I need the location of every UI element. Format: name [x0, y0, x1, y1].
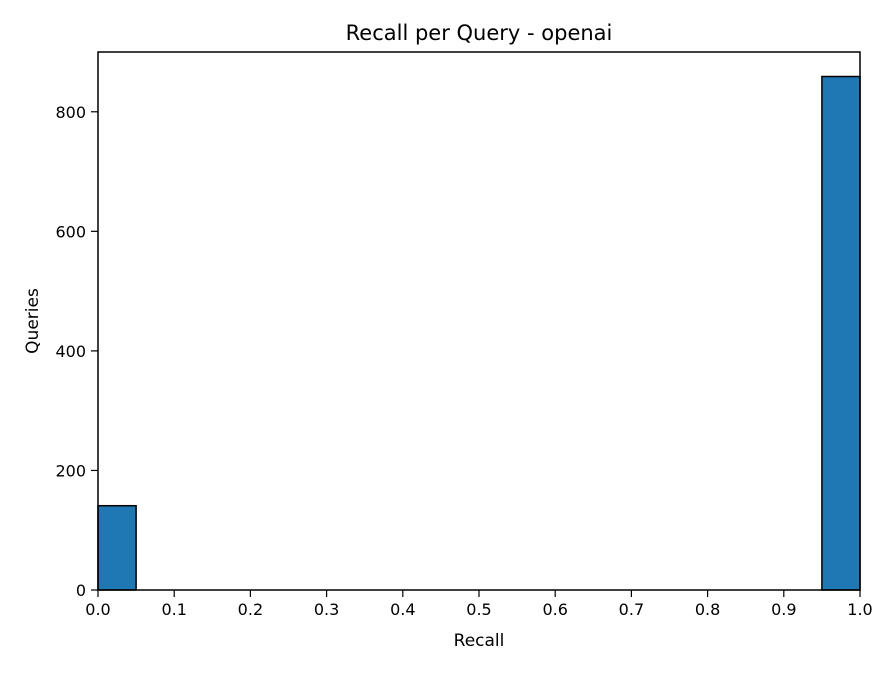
- x-tick-label: 0.4: [390, 600, 415, 619]
- bars-group: [97, 75, 861, 591]
- y-axis-ticks: 0 200 400 600 800: [55, 103, 98, 600]
- x-tick-label: 0.1: [161, 600, 186, 619]
- x-tick-label: 1.0: [847, 600, 872, 619]
- x-tick-label: 0.0: [85, 600, 110, 619]
- x-tick-label: 0.5: [466, 600, 491, 619]
- histogram-bar-19: [821, 75, 861, 591]
- x-tick-label: 0.7: [619, 600, 644, 619]
- y-axis-label: Queries: [23, 288, 43, 354]
- plot-frame: [97, 51, 861, 591]
- y-tick-label: 200: [55, 461, 86, 480]
- chart-title: Recall per Query - openai: [346, 21, 613, 45]
- y-tick-label: 800: [55, 103, 86, 122]
- x-tick-label: 0.2: [238, 600, 263, 619]
- x-tick-label: 0.8: [695, 600, 720, 619]
- x-axis-label: Recall: [454, 631, 505, 651]
- x-axis-ticks: 0.0 0.1 0.2 0.3 0.4 0.5 0.6 0.7 0.8 0.9 1.0: [85, 590, 873, 619]
- x-tick-label: 0.9: [771, 600, 796, 619]
- y-tick-label: 400: [55, 342, 86, 361]
- y-tick-label: 0: [76, 581, 86, 600]
- y-tick-label: 600: [55, 222, 86, 241]
- x-tick-label: 0.6: [542, 600, 567, 619]
- x-tick-label: 0.3: [314, 600, 339, 619]
- histogram-bar-0: [97, 504, 137, 591]
